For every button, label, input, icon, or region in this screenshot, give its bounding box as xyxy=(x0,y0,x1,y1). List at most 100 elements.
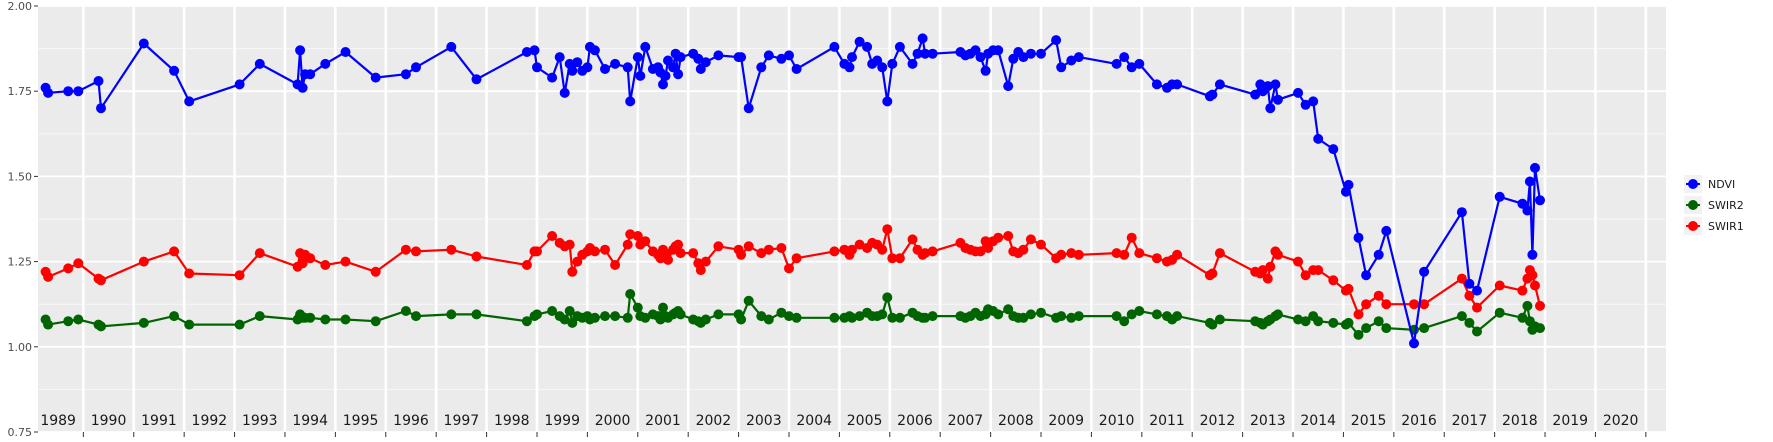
data-point-ndvi xyxy=(446,41,457,52)
data-point-ndvi xyxy=(1328,144,1339,155)
y-tick-label: 1.25 xyxy=(8,256,33,269)
data-point-ndvi xyxy=(529,45,540,56)
data-point-ndvi xyxy=(791,64,802,74)
data-point-swir1 xyxy=(1381,299,1392,310)
data-point-ndvi xyxy=(993,45,1004,56)
data-point-swir1 xyxy=(1300,270,1311,281)
year-label: 2020 xyxy=(1603,413,1639,429)
year-label: 1993 xyxy=(242,413,278,429)
year-label: 2017 xyxy=(1452,413,1488,429)
data-point-ndvi xyxy=(73,86,84,97)
data-point-swir1 xyxy=(532,246,542,257)
data-point-ndvi xyxy=(1036,48,1046,59)
data-point-swir1 xyxy=(1373,290,1384,301)
data-point-swir2 xyxy=(675,309,686,320)
data-point-ndvi xyxy=(1373,249,1384,260)
data-point-swir1 xyxy=(632,231,643,241)
data-point-swir1 xyxy=(675,248,686,259)
data-point-ndvi xyxy=(169,65,180,76)
data-point-ndvi xyxy=(1250,89,1261,100)
data-point-swir1 xyxy=(1494,280,1505,291)
data-point-ndvi xyxy=(1343,179,1354,190)
data-point-swir1 xyxy=(1265,261,1276,272)
year-label: 2008 xyxy=(998,413,1034,429)
data-point-swir1 xyxy=(1003,231,1014,241)
data-point-swir1 xyxy=(1111,248,1122,259)
data-point-ndvi xyxy=(1313,133,1324,144)
data-point-swir2 xyxy=(1522,300,1533,311)
data-point-swir1 xyxy=(1018,244,1029,255)
data-point-ndvi xyxy=(907,58,918,69)
year-label: 2001 xyxy=(645,413,681,429)
data-point-swir2 xyxy=(1313,316,1324,327)
data-point-ndvi xyxy=(763,50,774,61)
data-point-swir1 xyxy=(1134,248,1145,259)
legend-label: SWIR2 xyxy=(1708,199,1744,212)
data-point-ndvi xyxy=(1353,232,1364,243)
data-point-swir1 xyxy=(1272,249,1283,260)
data-point-swir1 xyxy=(829,246,840,257)
data-point-swir1 xyxy=(1527,270,1538,281)
data-point-swir1 xyxy=(640,236,651,247)
data-point-ndvi xyxy=(894,41,905,52)
y-tick-label: 1.75 xyxy=(8,85,33,98)
data-point-swir1 xyxy=(169,246,180,257)
data-point-swir1 xyxy=(43,271,54,282)
data-point-swir2 xyxy=(887,312,898,323)
data-point-ndvi xyxy=(305,69,316,80)
data-point-swir2 xyxy=(73,314,84,325)
data-point-swir2 xyxy=(589,312,600,323)
data-point-swir1 xyxy=(1456,273,1467,284)
data-point-ndvi xyxy=(660,70,671,81)
data-point-ndvi xyxy=(1522,205,1533,216)
year-label: 2018 xyxy=(1502,413,1538,429)
data-point-swir2 xyxy=(1300,316,1311,327)
data-point-ndvi xyxy=(1530,162,1540,173)
data-point-ndvi xyxy=(975,52,986,63)
data-point-ndvi xyxy=(572,57,583,68)
data-point-swir2 xyxy=(784,311,794,322)
data-point-swir2 xyxy=(547,306,558,316)
data-point-ndvi xyxy=(93,76,104,86)
year-label: 2013 xyxy=(1250,413,1286,429)
data-point-swir2 xyxy=(411,311,421,322)
data-point-swir1 xyxy=(1119,249,1130,260)
data-point-ndvi xyxy=(370,72,381,83)
data-point-ndvi xyxy=(1272,94,1283,105)
data-point-ndvi xyxy=(600,64,610,74)
data-point-swir1 xyxy=(234,270,245,281)
legend: NDVI SWIR2 SWIR1 xyxy=(1684,175,1744,235)
data-point-ndvi xyxy=(554,52,565,63)
data-point-swir2 xyxy=(743,295,754,306)
data-point-ndvi xyxy=(1464,278,1475,289)
data-point-swir2 xyxy=(340,314,351,325)
data-point-ndvi xyxy=(1262,81,1273,92)
year-label: 2006 xyxy=(897,413,933,429)
data-point-swir2 xyxy=(658,302,668,313)
data-point-swir1 xyxy=(254,248,265,259)
data-point-ndvi xyxy=(1361,270,1372,281)
data-point-swir2 xyxy=(763,314,774,325)
data-point-ndvi xyxy=(63,86,74,97)
data-point-swir2 xyxy=(927,311,938,322)
data-point-swir2 xyxy=(1003,304,1014,315)
data-point-swir1 xyxy=(1214,248,1225,259)
data-point-swir2 xyxy=(1472,326,1482,337)
data-point-swir1 xyxy=(784,263,794,274)
data-point-swir1 xyxy=(1172,249,1183,260)
data-point-ndvi xyxy=(1535,195,1545,206)
data-point-swir1 xyxy=(927,246,938,257)
data-point-ndvi xyxy=(736,52,747,63)
data-point-swir2 xyxy=(63,316,74,327)
data-point-swir2 xyxy=(1018,312,1029,323)
data-point-swir1 xyxy=(1472,302,1482,313)
data-point-ndvi xyxy=(844,62,855,73)
data-point-swir1 xyxy=(1262,273,1273,284)
data-point-swir2 xyxy=(1126,309,1137,320)
year-label: 1989 xyxy=(40,413,76,429)
data-point-swir1 xyxy=(567,266,578,277)
data-point-swir1 xyxy=(854,239,865,250)
year-label: 2002 xyxy=(696,413,732,429)
data-point-swir2 xyxy=(184,319,195,330)
data-point-swir1 xyxy=(1257,265,1268,276)
